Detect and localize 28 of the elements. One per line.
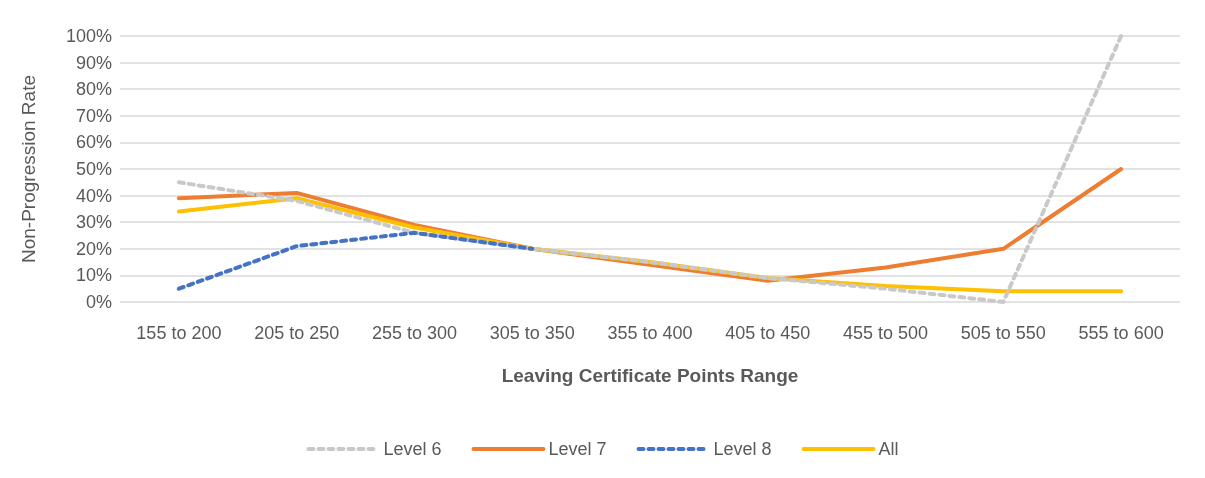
- x-tick-label: 355 to 400: [607, 323, 693, 343]
- legend-label: All: [878, 439, 899, 459]
- y-tick-label: 20%: [75, 238, 112, 259]
- y-tick-label: 0%: [85, 292, 112, 312]
- y-tick-label: 50%: [75, 159, 112, 179]
- legend-label: Level 6: [383, 439, 442, 459]
- x-tick-label: 205 to 250: [254, 323, 340, 343]
- x-tick-label: 455 to 500: [843, 323, 929, 343]
- legend-label: Level 7: [548, 439, 607, 459]
- x-tick-label: 305 to 350: [489, 323, 575, 343]
- x-tick-label: 155 to 200: [136, 323, 222, 343]
- y-tick-label: 60%: [75, 132, 112, 153]
- legend-label: Level 8: [713, 439, 772, 459]
- y-tick-label: 30%: [75, 212, 112, 233]
- x-tick-label: 555 to 600: [1078, 323, 1164, 343]
- y-tick-label: 90%: [75, 52, 112, 73]
- y-tick-label: 100%: [65, 26, 112, 46]
- x-tick-label: 255 to 300: [371, 323, 457, 343]
- line-series: [176, 34, 1124, 304]
- line-series: [176, 230, 535, 291]
- y-tick-label: 80%: [75, 79, 112, 100]
- x-axis-title: Leaving Certificate Points Range: [501, 365, 799, 386]
- x-tick-label: 505 to 550: [960, 323, 1046, 343]
- x-tick-label: 405 to 450: [725, 323, 811, 343]
- y-tick-label: 70%: [75, 105, 112, 126]
- y-axis-title: Non-Progression Rate: [18, 75, 39, 263]
- y-tick-label: 10%: [75, 265, 112, 286]
- y-tick-label: 40%: [75, 185, 112, 206]
